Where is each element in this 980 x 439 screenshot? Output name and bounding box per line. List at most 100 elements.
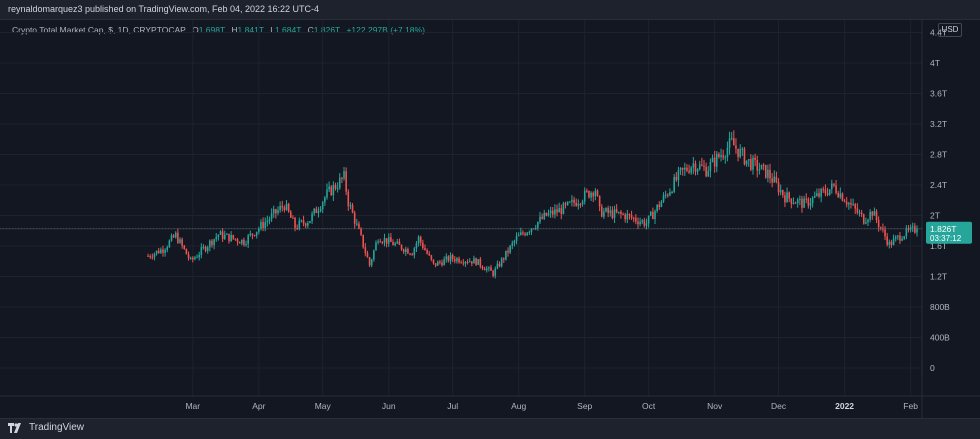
candle-body [381, 242, 384, 244]
candle-body [417, 236, 420, 244]
footer-bar: TradingView [0, 418, 980, 439]
x-tick-label: Nov [707, 401, 723, 411]
candle-body [502, 258, 505, 260]
candle-body [383, 238, 386, 243]
candle-body [871, 211, 874, 216]
candle-body [264, 222, 267, 228]
candle-body [541, 216, 543, 219]
legend-symbol: Crypto Total Market Cap, $, 1D, CRYPTOCA… [12, 25, 186, 35]
candle-body [556, 209, 558, 213]
candle-body [752, 157, 754, 170]
candle-body [362, 234, 364, 248]
candle-body [292, 217, 294, 219]
y-tick-label: 3.6T [930, 89, 947, 99]
candle-body [496, 263, 499, 269]
candle-body [526, 232, 529, 236]
candle-body [590, 192, 592, 198]
candle-body [792, 202, 795, 204]
candle-body [539, 216, 541, 222]
candle-body [228, 233, 230, 242]
candle-body [779, 190, 782, 193]
candle-body [223, 234, 226, 239]
candle-body [788, 192, 790, 199]
candle-body [569, 201, 571, 203]
candle-body [338, 177, 341, 189]
candle-body [439, 261, 441, 263]
candle-body [694, 163, 697, 172]
candle-body [826, 193, 829, 195]
candle-body [684, 167, 686, 170]
candle-body [801, 198, 803, 208]
candle-body [213, 239, 215, 246]
candle-body [411, 254, 413, 256]
candle-body [707, 170, 710, 177]
candle-body [854, 204, 857, 209]
candle-body [701, 164, 703, 166]
x-tick-label: May [315, 401, 332, 411]
candle-body [456, 258, 458, 262]
candle-body [260, 221, 262, 229]
candle-body [890, 241, 893, 246]
candle-body [803, 198, 805, 208]
candle-body [356, 223, 358, 225]
legend-low: 1.684T [274, 25, 302, 35]
candle-body [185, 248, 188, 255]
candle-body [183, 245, 186, 249]
candle-body [554, 209, 556, 215]
candle-body [911, 226, 914, 228]
candle-body [758, 169, 761, 171]
candle-body [294, 217, 296, 229]
candle-body [328, 186, 330, 190]
candle-body [366, 252, 369, 258]
candle-body [573, 199, 575, 203]
candle-body [315, 208, 318, 213]
candle-body [358, 223, 360, 229]
candle-body [520, 232, 522, 236]
x-tick-label: Dec [771, 401, 787, 411]
candle-body [767, 169, 769, 178]
candle-body [441, 262, 443, 266]
candle-body [347, 191, 350, 207]
legend-change: +122.297B (+7.18%) [346, 25, 425, 35]
currency-button[interactable]: USD [938, 23, 962, 37]
x-tick-label: Sep [577, 401, 592, 411]
candle-body [777, 181, 780, 193]
candle-body [671, 191, 673, 193]
candle-body [462, 262, 465, 264]
candle-body [498, 263, 501, 267]
candle-body [321, 202, 324, 210]
candle-body [543, 212, 546, 219]
candle-body [875, 211, 878, 221]
candle-body [215, 237, 218, 240]
candle-body [724, 157, 727, 159]
candle-body [298, 220, 301, 229]
candle-body [390, 237, 392, 242]
candle-body [281, 205, 284, 208]
price-chart[interactable]: 4.4T 4T 3.6T 3.2T 2.8T 2.4T 2T 1.6T 1.2T 800B 400B… [0, 20, 980, 418]
candle-body [330, 186, 333, 196]
candle-body [511, 242, 514, 246]
candle-body [696, 169, 699, 172]
candle-body [451, 255, 454, 260]
candle-body [375, 242, 377, 251]
candle-body [202, 246, 205, 248]
legend-low-label: L [270, 25, 275, 35]
candle-body [266, 220, 269, 223]
candle-body [745, 160, 748, 165]
candle-body [811, 197, 814, 204]
candle-body [285, 203, 288, 210]
y-tick-label: 800B [930, 302, 950, 312]
candle-body [901, 238, 903, 241]
candle-body [818, 193, 820, 197]
candle-body [430, 255, 433, 260]
legend-high-label: H [231, 25, 238, 35]
candle-body [353, 212, 356, 224]
candle-body [909, 227, 912, 230]
candle-body [336, 188, 339, 190]
tradingview-logo[interactable]: TradingView [8, 422, 84, 433]
candle-body [903, 236, 906, 239]
candle-body [588, 191, 590, 198]
candle-body [681, 167, 684, 170]
candle-body [373, 250, 375, 260]
x-tick-label: Feb [903, 401, 918, 411]
